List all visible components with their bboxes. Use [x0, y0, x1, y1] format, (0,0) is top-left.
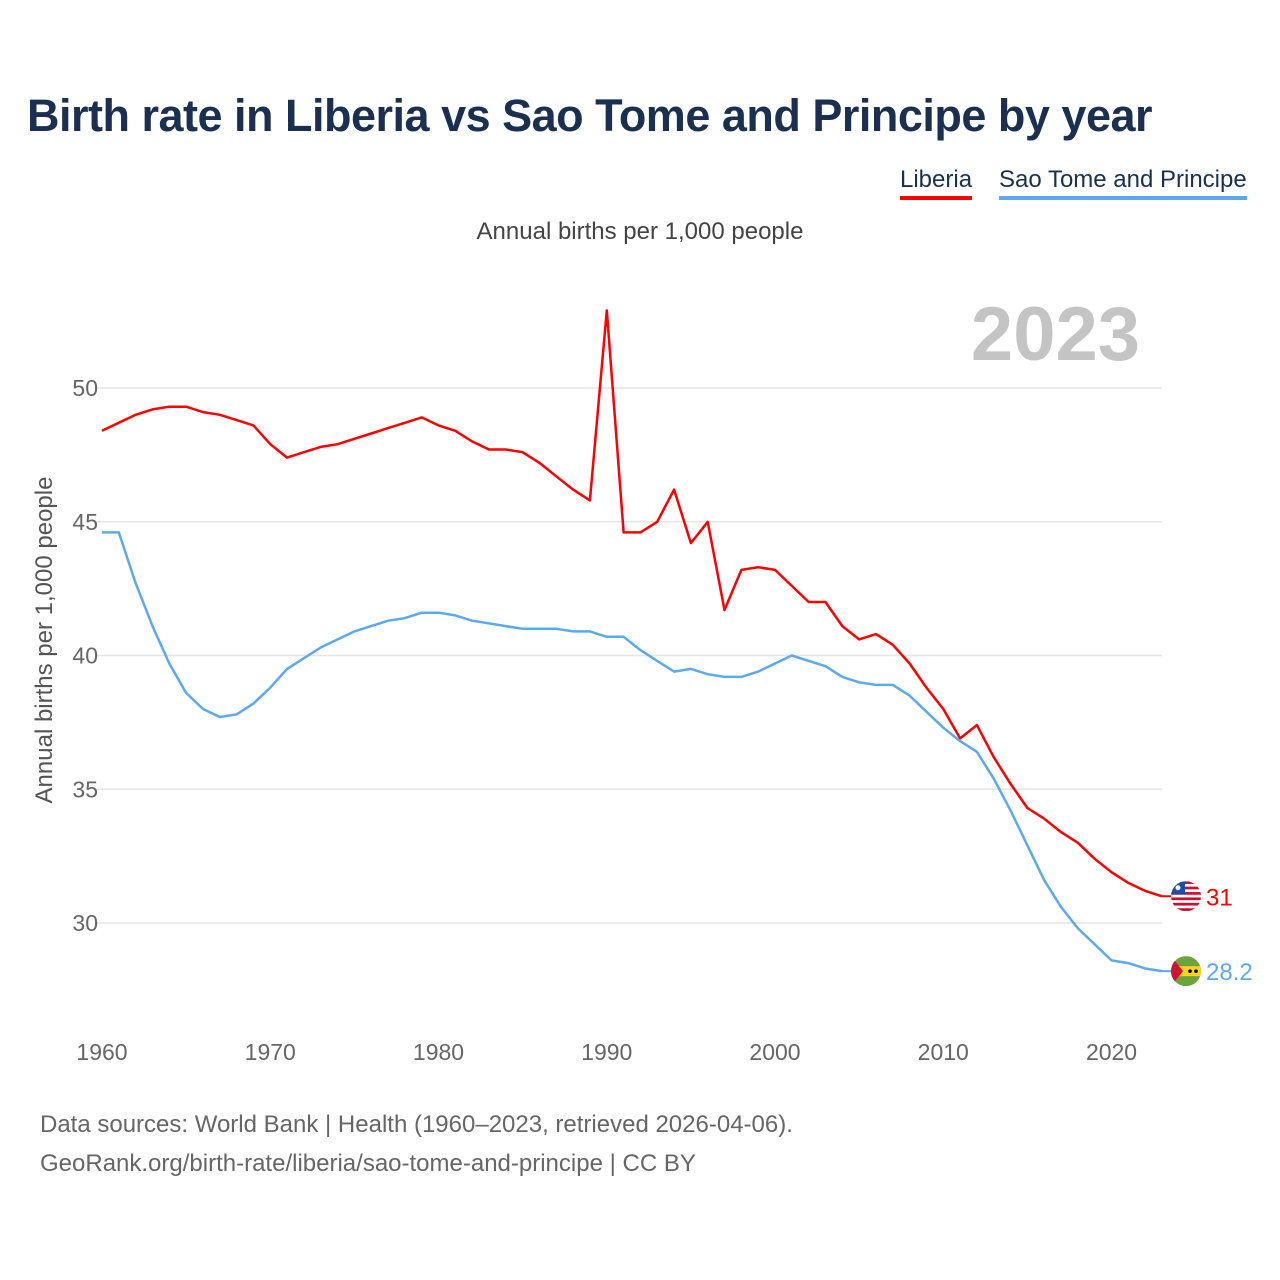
- y-tick-label: 40: [72, 643, 98, 669]
- flag-star: [1194, 969, 1198, 973]
- sao-tome-flag-icon: [1171, 956, 1201, 987]
- x-tick-label: 1980: [413, 1039, 464, 1065]
- flag-star: [1175, 885, 1181, 891]
- footer-source: Data sources: World Bank | Health (1960–…: [40, 1111, 793, 1138]
- x-tick-label: 2000: [749, 1039, 800, 1065]
- y-tick-label: 30: [72, 910, 98, 936]
- flag-star: [1188, 969, 1192, 973]
- x-tick-label: 2010: [918, 1039, 969, 1065]
- x-tick-label: 2020: [1086, 1039, 1137, 1065]
- flag-stripe: [1171, 897, 1201, 901]
- legend-sao-tome[interactable]: Sao Tome and Principe: [999, 166, 1247, 200]
- footer: Data sources: World Bank | Health (1960–…: [40, 1105, 793, 1183]
- y-tick-label: 35: [72, 776, 98, 802]
- flag-stripe: [1171, 881, 1201, 884]
- flag-stripe: [1171, 908, 1201, 911]
- footer-url[interactable]: GeoRank.org/birth-rate/liberia/sao-tome-…: [40, 1150, 696, 1177]
- flag-triangle: [1171, 956, 1183, 987]
- chart-subtitle: Annual births per 1,000 people: [476, 218, 804, 245]
- series-line-liberia: [101, 309, 1163, 898]
- x-tick-label: 1990: [581, 1039, 632, 1065]
- flag-stripe: [1171, 902, 1201, 906]
- liberia-flag-icon: [1171, 881, 1201, 912]
- flag-body: [1171, 881, 1201, 912]
- x-tick-label: 1970: [245, 1039, 296, 1065]
- end-value-label: 31: [1206, 884, 1233, 911]
- y-tick-label: 45: [72, 509, 98, 535]
- flag-yellow: [1171, 966, 1201, 977]
- flag-stripe: [1171, 892, 1201, 895]
- x-tick-label: 1960: [76, 1039, 127, 1065]
- year-watermark: 2023: [971, 292, 1140, 377]
- chart-title: Birth rate in Liberia vs Sao Tome and Pr…: [27, 90, 1153, 141]
- series-line-sao-tome: [102, 531, 1163, 973]
- y-axis-label: Annual births per 1,000 people: [31, 477, 58, 804]
- legend-liberia[interactable]: Liberia: [900, 166, 973, 200]
- y-tick-label: 50: [72, 375, 98, 401]
- flag-stripe: [1171, 886, 1201, 890]
- flag-body: [1171, 956, 1201, 987]
- end-value-label: 28.2: [1206, 959, 1253, 986]
